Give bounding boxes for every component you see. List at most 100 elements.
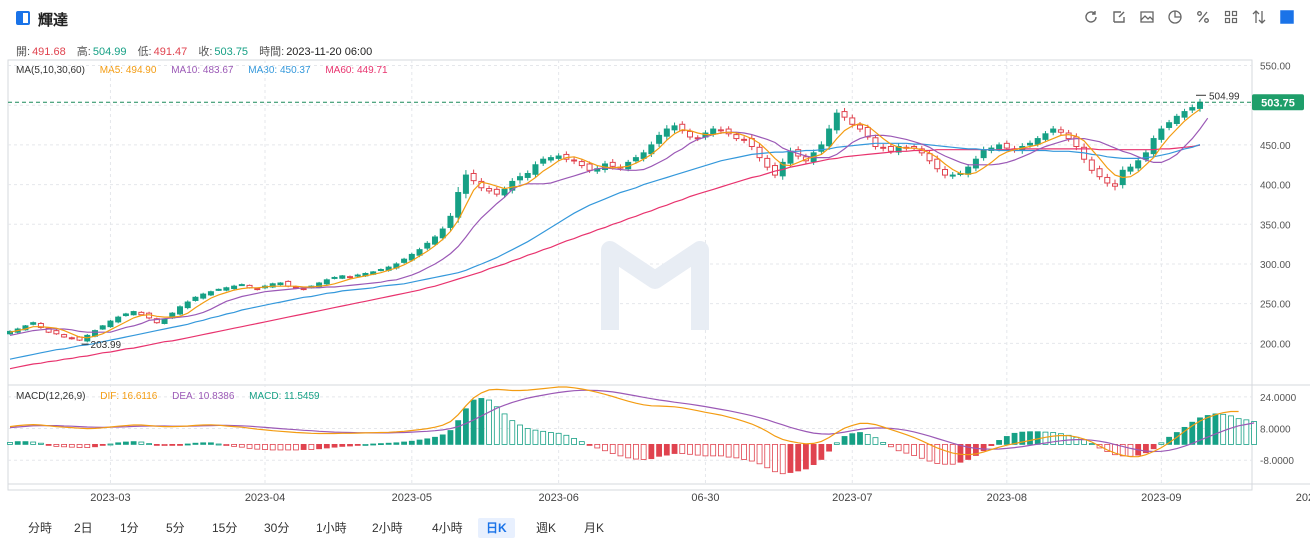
grid-icon[interactable] — [1222, 8, 1240, 26]
period-tab-7[interactable]: 2小時 — [372, 521, 403, 535]
macd-bar — [586, 443, 593, 446]
pie-chart-icon[interactable] — [1166, 8, 1184, 26]
candle-body — [555, 155, 562, 159]
period-tab-5[interactable]: 30分 — [264, 521, 290, 535]
macd-bar — [408, 440, 415, 445]
current-price-label: 503.75 — [1261, 97, 1295, 109]
macd-bar — [254, 443, 261, 450]
percent-icon[interactable] — [1194, 8, 1212, 26]
macd-bar — [161, 443, 168, 446]
period-tab-8[interactable]: 4小時 — [432, 521, 463, 535]
macd-bar — [888, 443, 894, 448]
macd-bar — [470, 399, 477, 445]
period-tab-11[interactable]: 月K — [584, 521, 605, 535]
candle-body — [432, 236, 438, 245]
macd-bar — [277, 443, 284, 451]
ma-legend-label: MA(5,10,30,60) — [16, 65, 85, 76]
macd-bar — [1197, 417, 1203, 445]
price-chart[interactable]: 550.00500.00450.00400.00350.00300.00250.… — [0, 0, 1310, 514]
time-tick-label: 2023-07 — [832, 492, 872, 504]
macd-bar — [501, 413, 508, 445]
candle-body — [717, 129, 724, 132]
macd-bar — [918, 443, 925, 459]
macd-bar — [99, 443, 106, 446]
candle-body — [30, 322, 37, 325]
macd-bar — [687, 443, 693, 455]
candle-body — [1166, 122, 1173, 128]
macd-bar — [7, 442, 13, 445]
candle-body — [161, 319, 168, 324]
macd-bar — [872, 437, 879, 445]
candle-body — [486, 188, 493, 192]
ohlc-row: 開: 491.68 高: 504.99 低: 491.47 收: 503.75 時間: 2… — [16, 43, 374, 59]
macd-bar — [447, 430, 454, 445]
time-tick-label: 2023-06 — [538, 492, 578, 504]
panel-toggle-icon[interactable] — [16, 11, 30, 25]
candle-body — [609, 161, 616, 167]
time-tick-label: 2023-05 — [392, 492, 432, 504]
period-tab-9[interactable]: 日K — [478, 518, 515, 538]
panel-icon[interactable] — [1278, 8, 1296, 26]
ma5-value: MA5: 494.90 — [99, 65, 157, 76]
period-tab-1[interactable]: 2日 — [74, 521, 93, 535]
candle-body — [663, 128, 670, 137]
candle-body — [880, 146, 887, 149]
macd-bar — [1150, 443, 1157, 450]
candle-body — [61, 334, 68, 338]
macd-bar — [146, 443, 152, 446]
macd-bar — [192, 442, 199, 445]
macd-bar — [439, 434, 446, 445]
time-label: 時間: — [259, 46, 285, 58]
macd-bar — [385, 442, 392, 445]
candle-body — [53, 330, 60, 335]
macd-bar — [169, 443, 176, 446]
macd-bar — [911, 443, 917, 456]
period-tab-2[interactable]: 1分 — [120, 521, 139, 535]
macd-bar — [594, 443, 601, 449]
macd-bar — [269, 443, 276, 451]
image-icon[interactable] — [1138, 8, 1156, 26]
sort-icon[interactable] — [1250, 8, 1268, 26]
period-tab-3[interactable]: 5分 — [166, 521, 185, 535]
period-tab-0[interactable]: 分時 — [28, 521, 53, 535]
candle-body — [648, 144, 655, 155]
draw-tool-icon[interactable] — [1110, 8, 1128, 26]
candle-body — [192, 296, 199, 301]
candle-body — [733, 134, 740, 140]
candle-body — [1112, 183, 1118, 187]
candle-body — [424, 242, 431, 249]
candle-body — [277, 282, 284, 286]
macd-bar — [942, 443, 948, 465]
candle-body — [177, 306, 183, 315]
period-tab-10[interactable]: 週K — [536, 521, 557, 535]
candle-body — [996, 144, 1003, 150]
candle-body — [470, 172, 477, 182]
macd-bar — [123, 441, 129, 445]
candle-body — [1088, 159, 1095, 171]
macd-bar — [973, 443, 979, 456]
candle-body — [540, 158, 547, 164]
header: 輝達 — [0, 0, 1310, 36]
macd-bar — [810, 443, 817, 465]
macd-bar — [725, 443, 732, 458]
refresh-icon[interactable] — [1082, 8, 1100, 26]
macd-bar — [702, 443, 709, 457]
price-tick-label: 200.00 — [1260, 339, 1291, 350]
candle-body — [787, 150, 794, 164]
toolbar — [1082, 8, 1296, 26]
period-tab-6[interactable]: 1小時 — [316, 521, 347, 535]
macd-bar — [517, 424, 523, 445]
macd-bar — [215, 443, 222, 446]
candle-body — [1142, 152, 1149, 160]
macd-bar — [578, 441, 585, 445]
macd-bar — [548, 432, 554, 445]
period-tab-4[interactable]: 15分 — [212, 521, 238, 535]
candle-body — [184, 301, 191, 309]
candle-body — [1197, 101, 1203, 109]
macd-bar — [996, 440, 1002, 445]
candle-body — [934, 158, 941, 170]
ma60-line — [9, 144, 1201, 370]
candle-body — [138, 311, 145, 316]
macd-bar — [53, 443, 60, 447]
macd-bar — [76, 443, 83, 448]
